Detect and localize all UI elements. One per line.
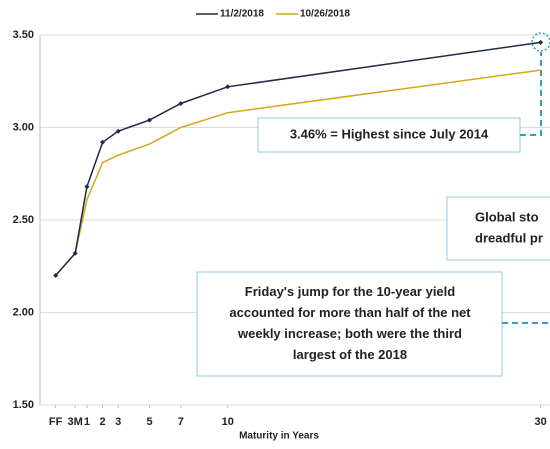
annotation-box <box>446 196 550 261</box>
x-axis-label: Maturity in Years <box>239 431 319 442</box>
x-tick-label: 30 <box>534 416 546 428</box>
point-marker <box>115 128 121 134</box>
point-marker <box>178 100 184 106</box>
annotation-text: 3.46% = Highest since July 2014 <box>290 126 489 141</box>
annotation-text: weekly increase; both were the third <box>237 326 462 341</box>
y-tick-label: 3.50 <box>13 29 34 41</box>
point-marker <box>225 84 231 90</box>
point-marker <box>100 139 106 145</box>
annotation-text: Global sto <box>475 209 539 224</box>
legend-label: 11/2/2018 <box>220 9 264 20</box>
point-marker <box>53 273 59 278</box>
annotation-text: Friday's jump for the 10-year yield <box>245 284 455 299</box>
y-tick-label: 2.50 <box>13 214 34 226</box>
point-marker <box>84 184 90 190</box>
x-tick-label: 10 <box>222 416 234 428</box>
x-tick-label: 7 <box>178 416 184 428</box>
connector <box>520 52 542 136</box>
y-tick-label: 2.00 <box>13 306 34 318</box>
x-tick-label: 2 <box>100 416 106 428</box>
point-marker <box>72 250 78 256</box>
x-tick-label: FF <box>49 416 63 428</box>
annotation-text: accounted for more than half of the net <box>229 305 471 320</box>
x-tick-label: 3M <box>68 416 83 428</box>
point-marker <box>538 39 544 45</box>
x-tick-label: 5 <box>146 416 152 428</box>
y-tick-label: 3.00 <box>13 121 34 133</box>
y-tick-label: 1.50 <box>13 399 34 411</box>
point-marker <box>147 117 153 123</box>
x-tick-label: 1 <box>84 416 90 428</box>
highlight-circle <box>531 32 550 52</box>
x-tick-label: 3 <box>115 416 121 428</box>
legend-label: 10/26/2018 <box>300 9 350 20</box>
annotation-text: largest of the 2018 <box>293 347 407 362</box>
annotation-box <box>257 117 521 153</box>
annotation-text: dreadful pr <box>475 230 543 245</box>
